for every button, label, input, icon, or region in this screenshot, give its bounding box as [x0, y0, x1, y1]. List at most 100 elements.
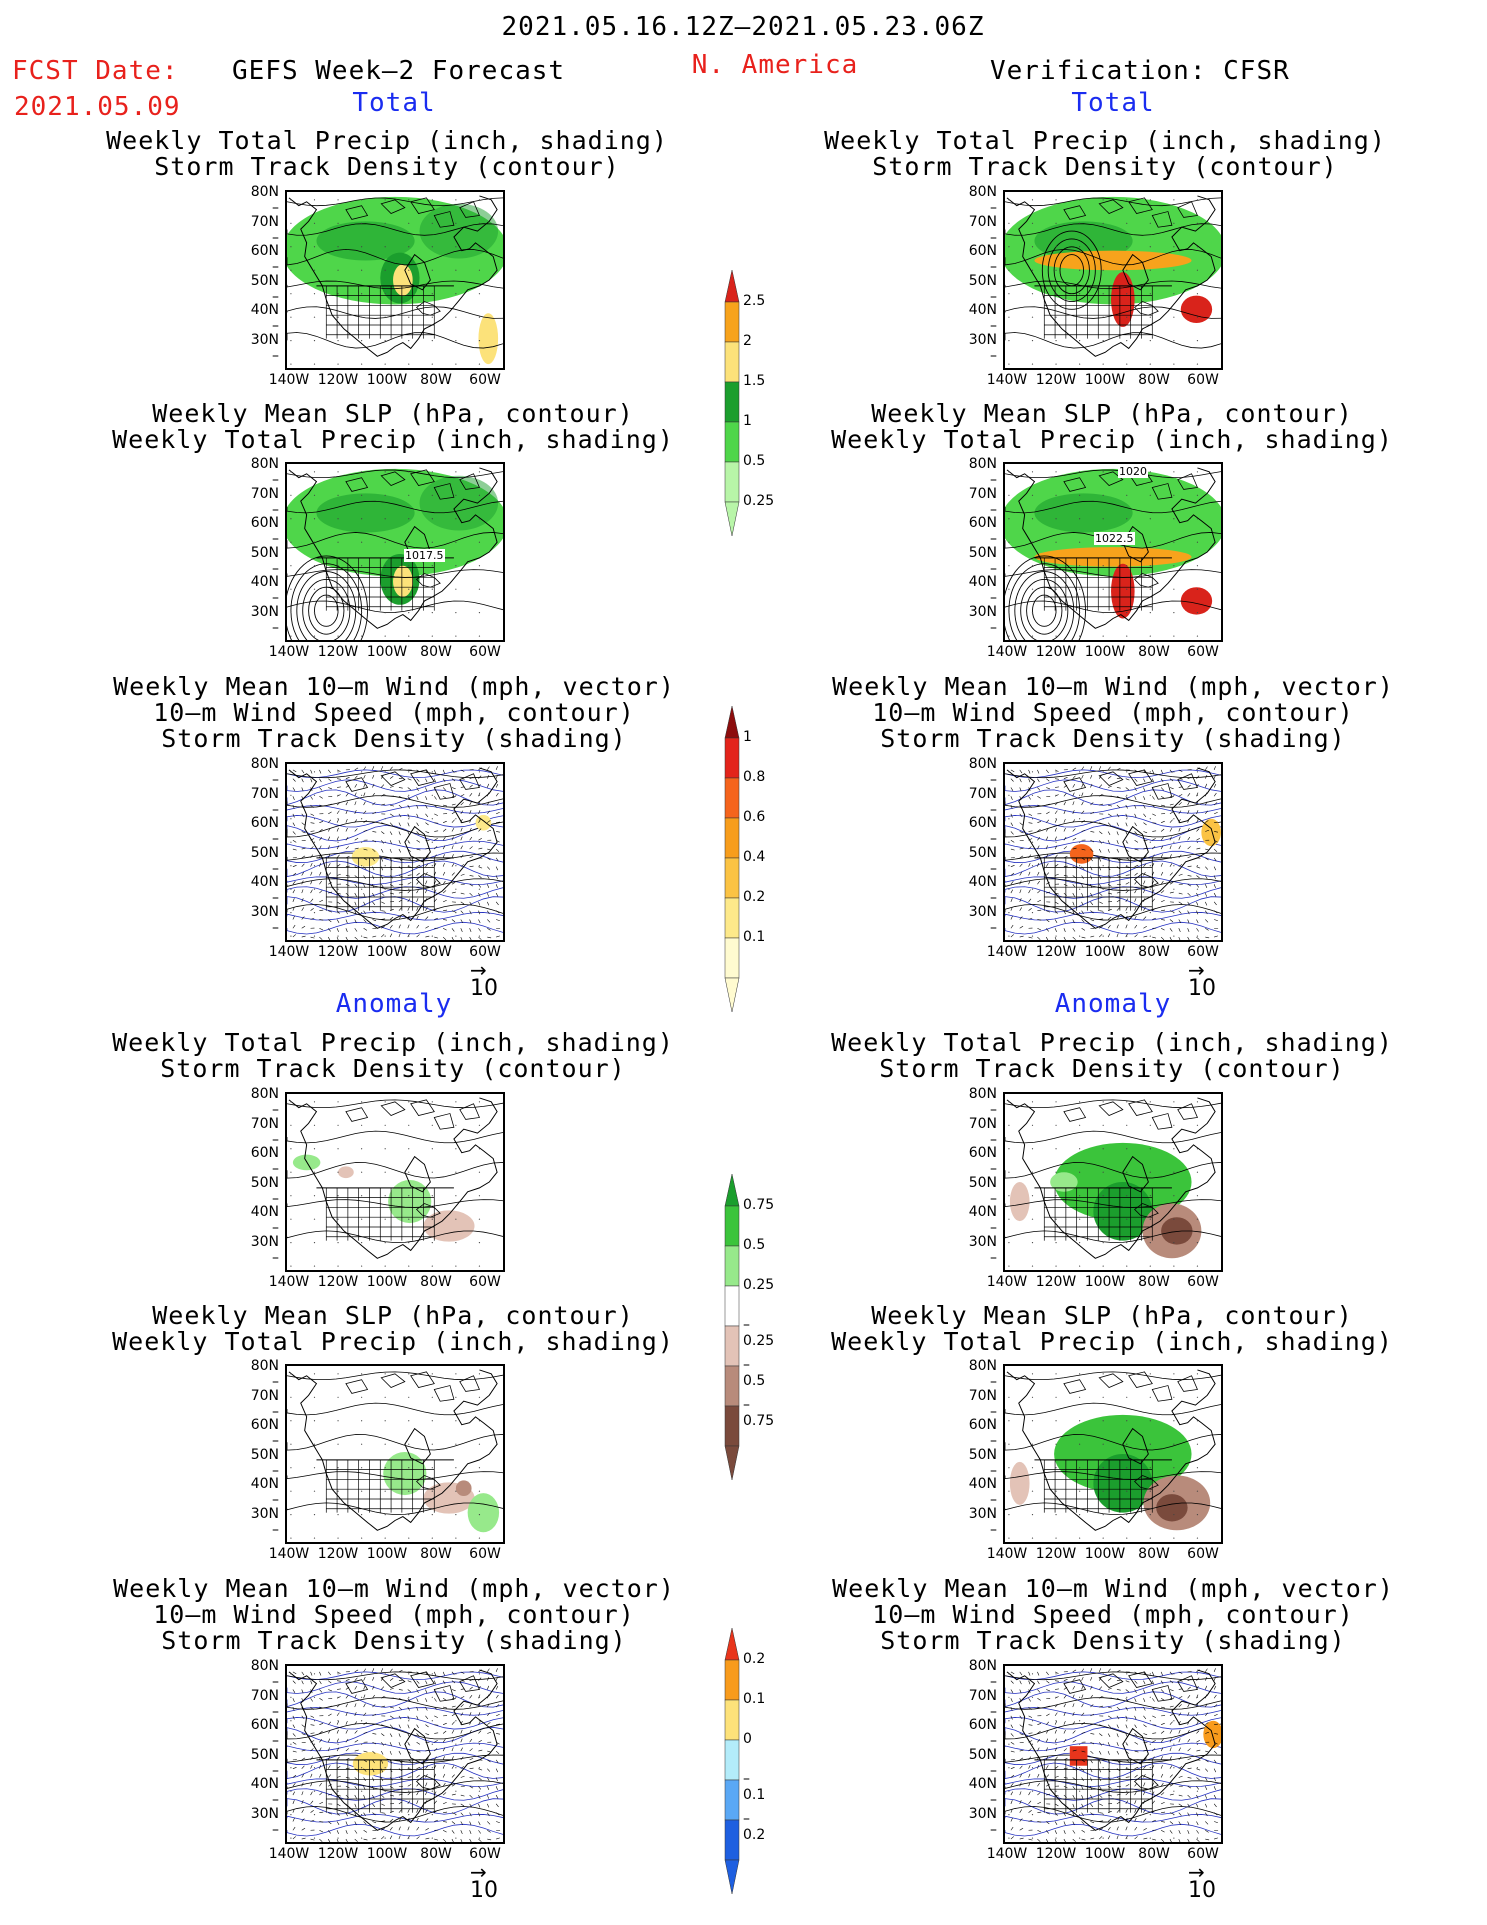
lon-tick-label: 140W	[268, 944, 310, 960]
lat-tick-label: 80N –	[968, 756, 997, 788]
lon-tick-label: 60W	[1187, 1846, 1219, 1862]
colorbar-level-label: 0.1	[743, 1691, 766, 1707]
lon-tick-label: 140W	[986, 372, 1028, 388]
forecast-period: 2021.05.16.12Z–2021.05.23.06Z	[501, 12, 985, 42]
lat-tick-label: 40N –	[250, 874, 279, 906]
vector-reference-cfsr-total: → 10	[1188, 958, 1216, 1001]
colorbar-level-label: 0.2	[743, 1651, 766, 1667]
lat-tick-label: 70N –	[250, 785, 279, 818]
lat-tick-label: 50N –	[968, 844, 997, 877]
colorbar-level-label: 0.25	[743, 1277, 775, 1293]
map-cfsr-anom-precip	[1003, 1092, 1223, 1272]
lat-tick-label: 30N –	[250, 1805, 279, 1838]
colorbar-segment	[724, 1859, 740, 1895]
lon-tick-label: 60W	[1187, 644, 1219, 660]
panel-title-cfsr-anom-slp-precip: Weekly Mean SLP (hPa, contour) Weekly To…	[831, 1301, 1393, 1356]
colorbar-segment	[724, 1739, 740, 1781]
lat-tick-label: 60N –	[968, 243, 997, 275]
panel-title-cfsr-anom-precip-track: Weekly Total Precip (inch, shading) Stor…	[831, 1028, 1393, 1083]
colorbar-segment	[724, 1819, 740, 1861]
lat-tick-label: 80N –	[250, 1086, 279, 1118]
lon-tick-label: 80W	[420, 944, 452, 960]
colorbar-level-label: 2	[743, 333, 752, 349]
lat-tick-label: 40N –	[250, 1476, 279, 1508]
lat-tick-label: 50N –	[968, 544, 997, 577]
lon-tick-label: 100W	[366, 1846, 408, 1862]
lat-tick-label: 80N –	[968, 1358, 997, 1390]
colorbar-segment	[724, 1445, 740, 1481]
colorbar-segment	[724, 269, 740, 303]
lat-tick-label: 30N –	[968, 331, 997, 364]
colorbar-level-label: 0.8	[743, 769, 766, 785]
lat-tick-label: 50N –	[968, 272, 997, 305]
panel-title-gefs-anom-slp-precip: Weekly Mean SLP (hPa, contour) Weekly To…	[112, 1301, 674, 1356]
lon-tick-label: 100W	[366, 372, 408, 388]
panel-title-gefs-anom-precip-track: Weekly Total Precip (inch, shading) Stor…	[112, 1028, 674, 1083]
vector-reference-gefs-anom: → 10	[470, 1860, 498, 1903]
lat-tick-label: 50N –	[250, 544, 279, 577]
lon-tick-label: 120W	[317, 944, 359, 960]
lat-tick-label: 70N –	[968, 485, 997, 518]
lon-tick-label: 80W	[1138, 372, 1170, 388]
lat-tick-label: 60N –	[968, 815, 997, 847]
lon-tick-label: 100W	[1084, 944, 1126, 960]
lon-tick-label: 120W	[1035, 944, 1077, 960]
colorbar-segment	[724, 1325, 740, 1367]
colorbar-level-label: 0.5	[743, 1237, 766, 1253]
colorbar-segment	[724, 857, 740, 899]
colorbar-level-label: 0.25	[743, 493, 775, 509]
lat-tick-label: 60N –	[968, 1717, 997, 1749]
map-graphic	[1005, 1097, 1221, 1267]
lon-tick-label: 80W	[420, 1846, 452, 1862]
lat-tick-label: 60N –	[250, 1417, 279, 1449]
map-graphic	[1005, 1369, 1221, 1539]
lat-tick-label: 60N –	[250, 515, 279, 547]
lat-tick-label: 50N –	[250, 844, 279, 877]
cfsr-total-section-label: Total	[1071, 88, 1155, 118]
colorbar-segment	[724, 1245, 740, 1287]
lon-tick-label: 140W	[986, 944, 1028, 960]
colorbar-segment	[724, 421, 740, 463]
lon-tick-label: 120W	[1035, 372, 1077, 388]
lat-tick-label: 60N –	[968, 1145, 997, 1177]
lat-tick-label: 30N –	[250, 603, 279, 636]
lat-tick-label: 30N –	[968, 603, 997, 636]
lat-tick-label: 40N –	[968, 874, 997, 906]
map-cfsr-total-precip	[1003, 190, 1223, 370]
colorbar-segment	[724, 817, 740, 859]
lat-tick-label: 80N –	[250, 184, 279, 216]
lon-tick-label: 140W	[986, 1846, 1028, 1862]
vector-reference-gefs-total: → 10	[470, 958, 498, 1001]
lat-tick-label: 50N –	[250, 1746, 279, 1779]
colorbar-level-label: 0	[743, 1731, 752, 1747]
contour-label-gefs-slp: 1017.5	[404, 549, 445, 562]
lon-tick-label: 60W	[469, 1274, 501, 1290]
lat-tick-label: 80N –	[968, 184, 997, 216]
colorbar-segment	[724, 1285, 740, 1327]
lon-tick-label: 80W	[1138, 944, 1170, 960]
colorbar-level-label: 0.5	[743, 453, 766, 469]
colorbar-level-label: –0.5	[743, 1357, 766, 1389]
lat-tick-label: 70N –	[968, 1687, 997, 1720]
colorbar-level-label: –0.75	[743, 1397, 775, 1429]
lon-tick-label: 100W	[1084, 1546, 1126, 1562]
colorbar-level-label: –0.25	[743, 1317, 775, 1349]
panel-title-cfsr-anom-wind-track: Weekly Mean 10–m Wind (mph, vector) 10–m…	[832, 1574, 1394, 1655]
colorbar-segment	[724, 341, 740, 383]
map-graphic	[1005, 195, 1221, 365]
lat-tick-label: 50N –	[250, 1174, 279, 1207]
lat-tick-label: 60N –	[968, 515, 997, 547]
lon-tick-label: 80W	[420, 644, 452, 660]
map-graphic	[287, 1097, 503, 1267]
colorbar-segment	[724, 777, 740, 819]
colorbar-graphic	[724, 705, 740, 1013]
lon-tick-label: 80W	[420, 1274, 452, 1290]
cfsr-anomaly-section-label: Anomaly	[1054, 989, 1172, 1019]
colorbar-graphic	[724, 1627, 740, 1895]
lat-tick-label: 70N –	[250, 213, 279, 246]
lat-tick-label: 80N –	[968, 456, 997, 488]
colorbar-level-label: 2.5	[743, 293, 766, 309]
lon-tick-label: 80W	[420, 372, 452, 388]
lon-tick-label: 100W	[366, 944, 408, 960]
lat-tick-label: 40N –	[250, 1204, 279, 1236]
